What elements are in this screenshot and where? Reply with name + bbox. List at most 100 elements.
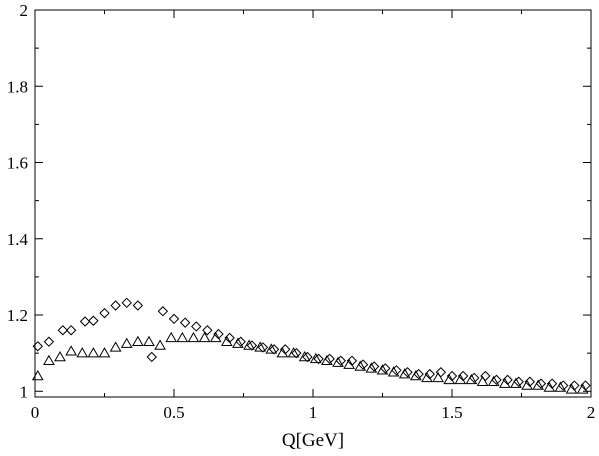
triangle-point [465, 373, 478, 385]
triangle-point [476, 375, 489, 386]
triangle-point [309, 352, 322, 364]
diamond-point [235, 336, 246, 347]
triangle-point [120, 337, 133, 348]
triangle-point [343, 358, 356, 369]
triangle-point [232, 337, 244, 348]
triangle-point [98, 347, 111, 358]
triangle-point [109, 341, 122, 352]
triangle-point [87, 347, 100, 358]
x-tick-label: 0 [31, 403, 40, 422]
triangle-point [76, 347, 89, 358]
y-tick-label: 1.6 [7, 154, 28, 173]
triangle-point [521, 379, 533, 390]
triangle-point [154, 339, 166, 350]
diamond-point [146, 351, 157, 363]
axis-ticks: 0 0.5 1 1.5 2 1 1.2 1.4 1.6 1.8 2 [7, 1, 596, 422]
diamond-point [110, 300, 121, 311]
diamond-point [302, 351, 313, 363]
triangle-point [365, 362, 378, 373]
diamond-point [480, 370, 491, 382]
diamond-point [469, 372, 480, 384]
triangle-point [576, 383, 589, 394]
diamond-point [491, 374, 502, 386]
y-tick-label: 1.4 [7, 230, 29, 249]
triangle-point [543, 381, 556, 392]
diamond-point [535, 378, 547, 389]
triangle-point [298, 350, 311, 362]
triangle-point [554, 381, 567, 392]
diamond-point [99, 307, 110, 319]
y-tick-label: 1.8 [7, 77, 28, 96]
diamond-point [435, 367, 447, 378]
diamond-point [191, 321, 202, 332]
x-tick-label: 2 [587, 403, 596, 422]
diamond-point [179, 317, 191, 328]
triangle-point [65, 345, 78, 356]
diamond-point [313, 353, 324, 365]
triangle-point [487, 375, 500, 386]
diamond-point [88, 315, 99, 326]
y-tick-label: 1.2 [7, 306, 28, 325]
diamond-point [557, 380, 569, 391]
triangle-point [287, 347, 300, 358]
diamond-point [513, 376, 524, 387]
diamond-point [413, 368, 424, 380]
diamond-point [202, 325, 213, 336]
diamond-point [335, 355, 347, 366]
diamond-point [132, 300, 144, 311]
x-tick-label: 1.5 [441, 403, 462, 422]
diamond-point [79, 316, 91, 327]
triangle-point [254, 341, 267, 352]
y-tick-label: 1 [20, 382, 29, 401]
diamond-point [257, 342, 269, 353]
triangle-point [165, 331, 178, 343]
triangle-point [565, 383, 578, 394]
diamond-point [368, 361, 380, 372]
diamond-point [65, 325, 77, 336]
y-tick-label: 2 [20, 1, 29, 20]
triangle-point [220, 335, 233, 346]
x-tick-label: 1 [309, 403, 318, 422]
triangle-point [432, 371, 444, 383]
plot-frame [34, 9, 592, 398]
triangle-point [498, 377, 511, 388]
triangle-point [532, 379, 545, 390]
triangle-point [243, 339, 255, 350]
diamond-point [268, 344, 280, 355]
triangle-point [376, 364, 389, 375]
diamond-point [324, 353, 335, 365]
diamond-point [57, 325, 69, 336]
triangle-point [332, 356, 344, 367]
diamond-point [168, 313, 180, 325]
diamond-point [380, 363, 391, 374]
triangle-point [409, 370, 422, 381]
triangle-point [209, 331, 222, 343]
diamond-point [121, 297, 132, 309]
triangle-point [321, 354, 333, 366]
diamond-point [402, 367, 413, 378]
diamond-point [291, 347, 302, 359]
triangle-point [398, 368, 411, 379]
diamond-point [43, 336, 55, 347]
triangle-point [198, 331, 211, 343]
triangle-point [31, 370, 44, 381]
x-axis-label: Q[GeV] [282, 430, 344, 451]
x-tick-label: 0.5 [163, 403, 184, 422]
triangle-point [43, 354, 55, 366]
triangle-point [265, 343, 278, 354]
diamond-point [391, 365, 402, 376]
triangle-point [454, 373, 467, 385]
triangle-point [176, 331, 189, 343]
triangle-point [387, 366, 400, 377]
triangle-point [443, 373, 456, 385]
triangle-point [143, 335, 155, 346]
triangle-point [354, 360, 367, 371]
data-points [31, 297, 591, 394]
triangle-point [187, 331, 200, 343]
triangle-point [54, 350, 66, 362]
diamond-point [246, 340, 258, 351]
triangle-point [131, 335, 144, 346]
triangle-point [421, 371, 433, 383]
diamond-point [357, 359, 369, 370]
